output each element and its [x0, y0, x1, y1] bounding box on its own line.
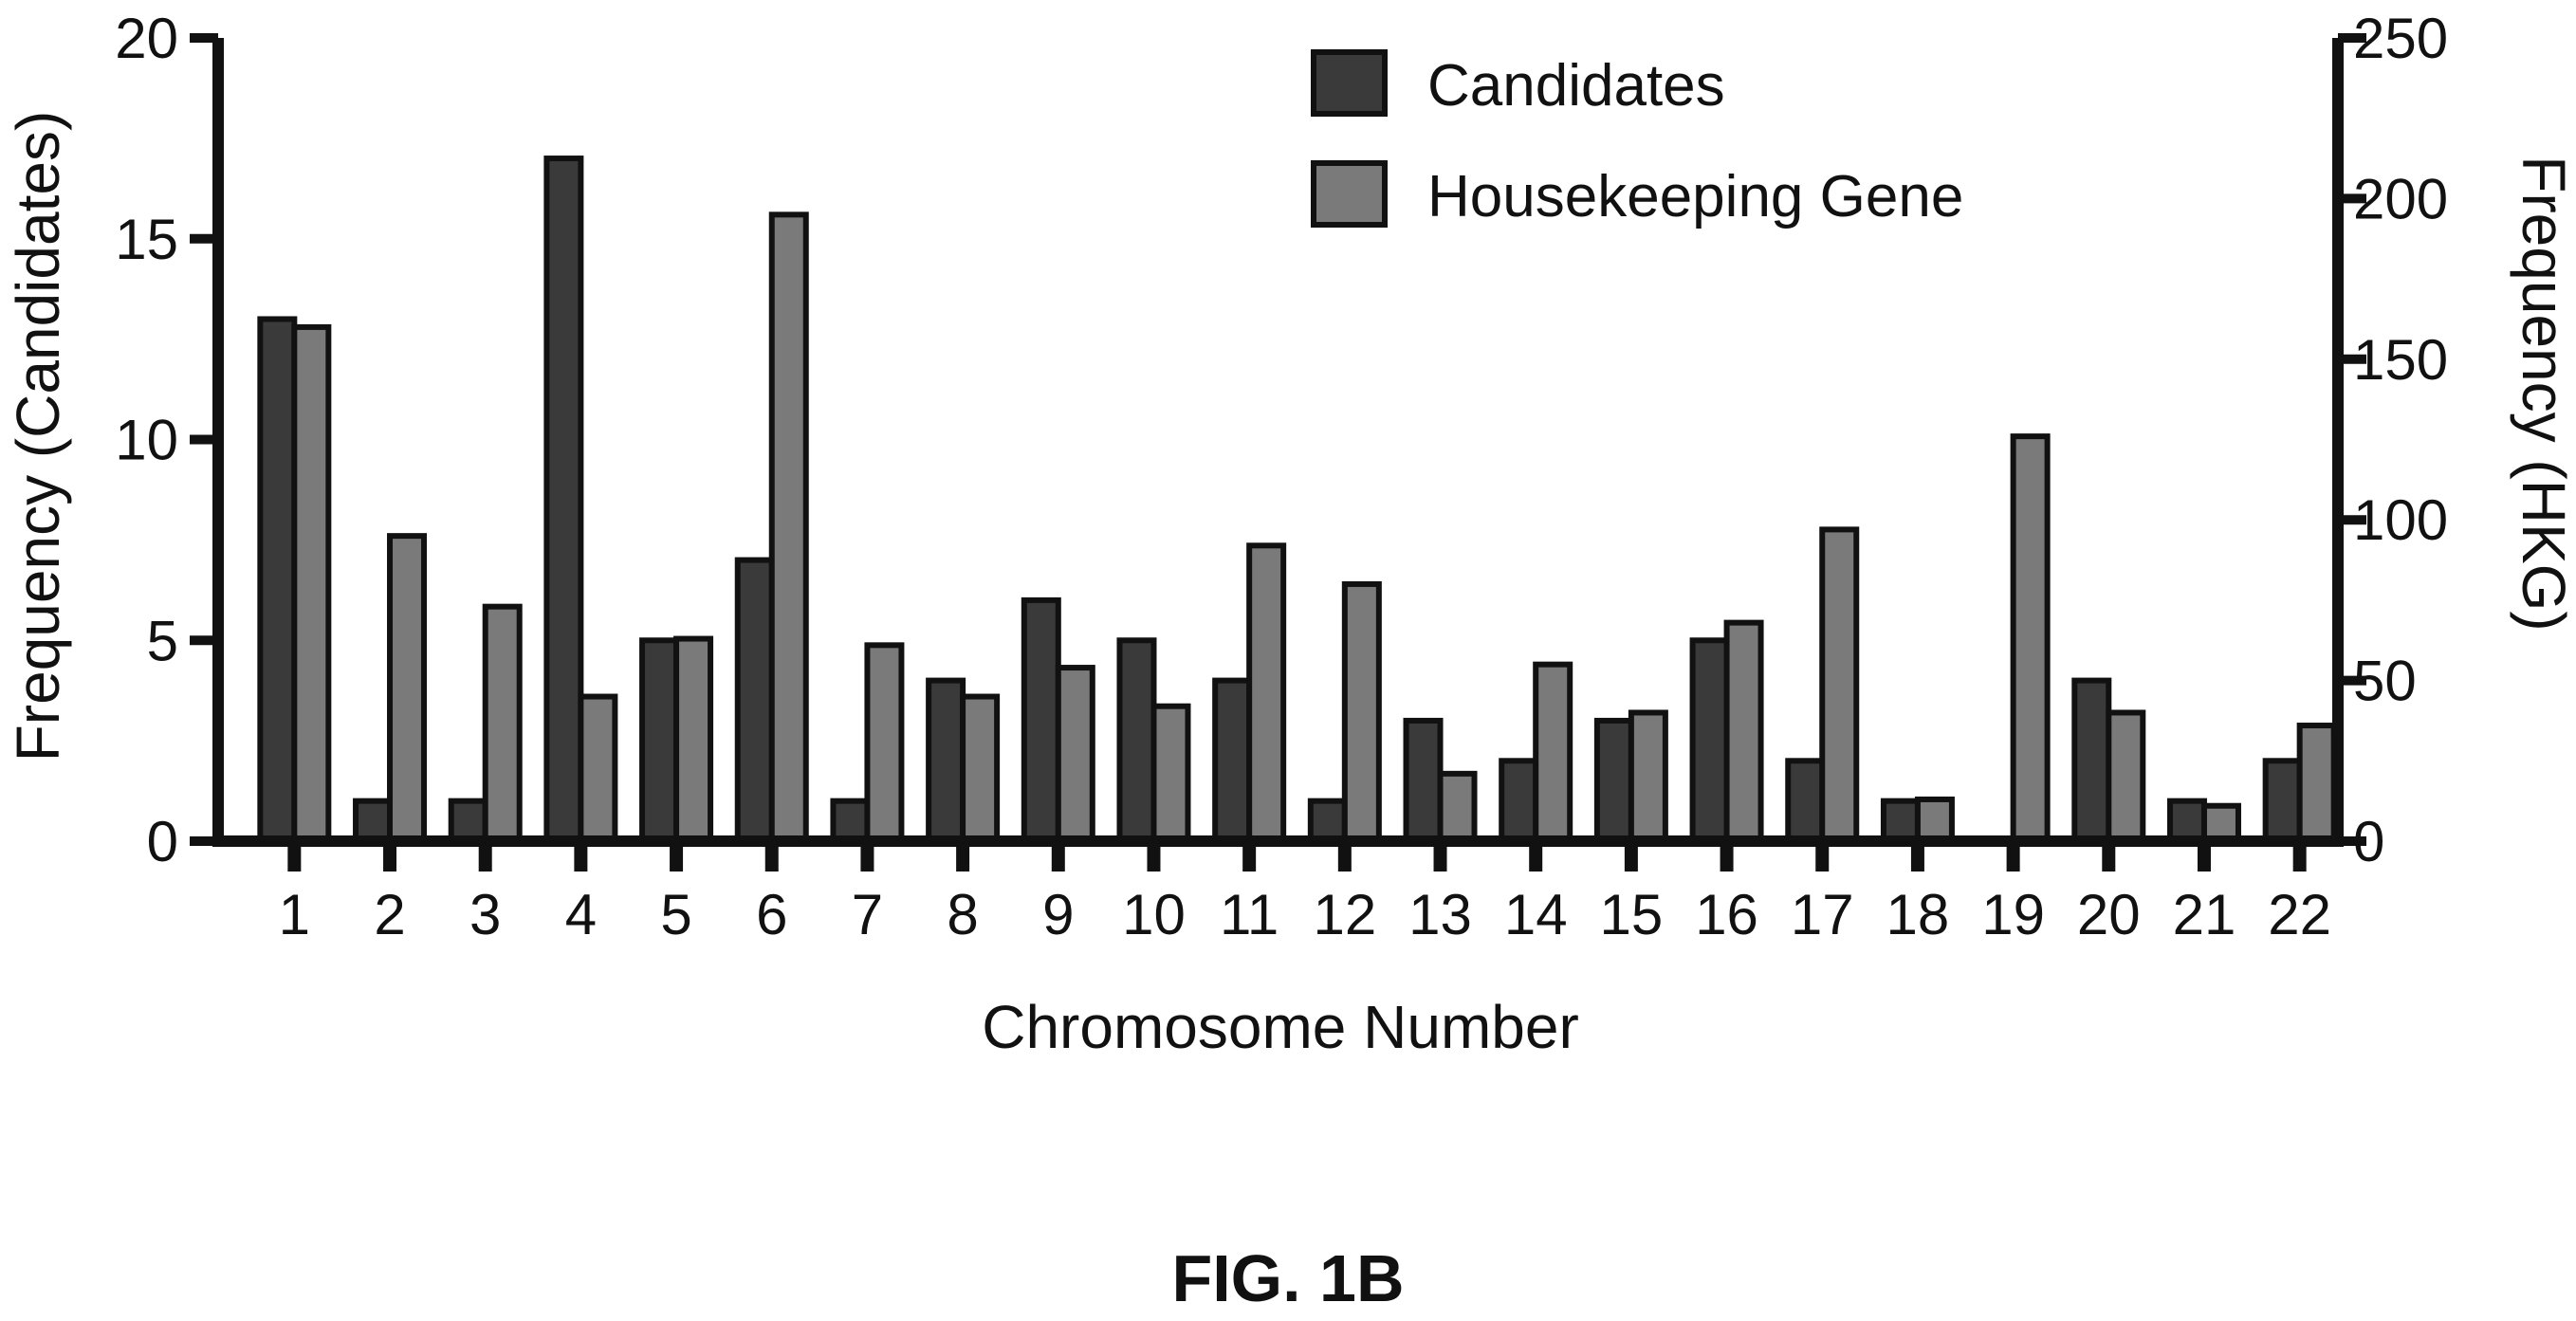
x-tick-label: 3: [469, 883, 501, 946]
x-tick-label: 12: [1313, 883, 1376, 946]
y-tick-label-left: 10: [115, 409, 178, 472]
bar-housekeeping: [1437, 770, 1478, 844]
x-tick-label: 20: [2077, 883, 2141, 946]
bar-candidates: [1021, 596, 1061, 845]
legend-label-housekeeping: Housekeeping Gene: [1427, 164, 1963, 229]
y-tick-label-right: 150: [2353, 328, 2448, 392]
bars-layer: [257, 156, 2337, 845]
legend-label-candidates: Candidates: [1427, 53, 1725, 119]
x-tick-label: 2: [374, 883, 405, 946]
x-tick-label: 21: [2173, 883, 2236, 946]
x-tick-label: 15: [1600, 883, 1664, 946]
bar-candidates: [734, 557, 775, 844]
x-tick-label: 6: [756, 883, 787, 946]
y-tick-label-right: 200: [2353, 167, 2448, 230]
x-tick-label: 1: [279, 883, 310, 946]
bar-candidates: [926, 677, 966, 844]
bar-candidates: [2166, 798, 2207, 845]
ticks-layer: 1 2 3 4 5 6 7 8 9 10 11 12 13 14 15 16 17 18 19 20 21 2205101…: [115, 7, 2448, 946]
bar-candidates: [543, 156, 584, 845]
x-tick-label: 8: [947, 883, 978, 946]
bar-housekeeping: [768, 211, 809, 844]
bar-housekeeping: [578, 693, 618, 844]
bar-candidates: [2071, 677, 2112, 844]
y-tick-label-left: 5: [147, 609, 178, 672]
bar-candidates: [1499, 758, 1539, 844]
bar-candidates: [257, 316, 298, 844]
y-tick-label-left: 15: [115, 208, 178, 271]
y-tick-label-right: 50: [2353, 650, 2417, 713]
legend: Candidates Housekeeping Gene: [1311, 49, 1963, 229]
x-tick-label: 14: [1504, 883, 1568, 946]
x-tick-label: 7: [852, 883, 883, 946]
bar-candidates: [353, 798, 394, 845]
bar-candidates: [1212, 677, 1253, 844]
x-tick-label: 16: [1695, 883, 1758, 946]
y-tick-label-left: 0: [147, 810, 178, 873]
x-tick-label: 11: [1220, 883, 1279, 946]
bar-housekeeping: [482, 603, 523, 845]
bar-housekeeping: [387, 533, 428, 844]
bar-candidates: [1689, 637, 1730, 844]
bar-housekeeping: [673, 635, 714, 845]
bar-housekeeping: [1150, 703, 1191, 844]
bar-housekeeping: [1723, 619, 1764, 845]
bar-housekeeping: [1533, 661, 1573, 844]
y-tick-label-right: 250: [2353, 7, 2448, 70]
bar-housekeeping: [2296, 723, 2337, 844]
x-axis-title: Chromosome Number: [982, 993, 1579, 1061]
x-tick-label: 18: [1886, 883, 1950, 946]
legend-swatch-candidates: [1311, 49, 1388, 117]
x-tick-label: 9: [1042, 883, 1074, 946]
y-tick-label-right: 100: [2353, 488, 2448, 552]
y-tick-label-left: 20: [115, 7, 178, 70]
bar-housekeeping: [864, 642, 905, 844]
bar-housekeeping: [1055, 665, 1095, 844]
figure-caption: FIG. 1B: [1171, 1241, 1404, 1315]
bar-candidates: [1116, 637, 1157, 844]
x-tick-label: 22: [2268, 883, 2331, 946]
bar-housekeeping: [2106, 709, 2146, 844]
bar-housekeeping: [1246, 542, 1287, 845]
bar-housekeeping: [291, 323, 332, 845]
y-tick-label-right: 0: [2353, 810, 2384, 873]
bar-candidates: [830, 798, 871, 845]
y-axis-title-right: Frequency (HKG): [2510, 156, 2576, 631]
bar-housekeeping: [960, 693, 1001, 844]
bar-housekeeping: [2010, 433, 2051, 844]
bar-candidates: [1307, 798, 1348, 845]
y-axis-title-left: Frequency (Candidates): [4, 111, 72, 762]
bar-housekeeping: [1819, 526, 1860, 844]
x-tick-label: 19: [1981, 883, 2045, 946]
bar-candidates: [639, 637, 680, 844]
x-tick-label: 17: [1791, 883, 1854, 946]
bar-candidates: [2262, 758, 2303, 844]
bar-candidates: [1403, 717, 1444, 845]
bar-candidates: [1880, 798, 1921, 845]
x-tick-label: 4: [565, 883, 597, 946]
bar-housekeeping: [1914, 796, 1955, 844]
x-tick-label: 10: [1122, 883, 1186, 946]
bar-candidates: [1785, 758, 1826, 844]
x-tick-label: 13: [1408, 883, 1472, 946]
bar-housekeeping: [1628, 709, 1668, 844]
bar-candidates: [448, 798, 488, 845]
legend-swatch-housekeeping: [1311, 160, 1388, 228]
bar-candidates: [1593, 717, 1634, 845]
x-tick-label: 5: [660, 883, 691, 946]
bar-housekeeping: [1341, 580, 1382, 845]
